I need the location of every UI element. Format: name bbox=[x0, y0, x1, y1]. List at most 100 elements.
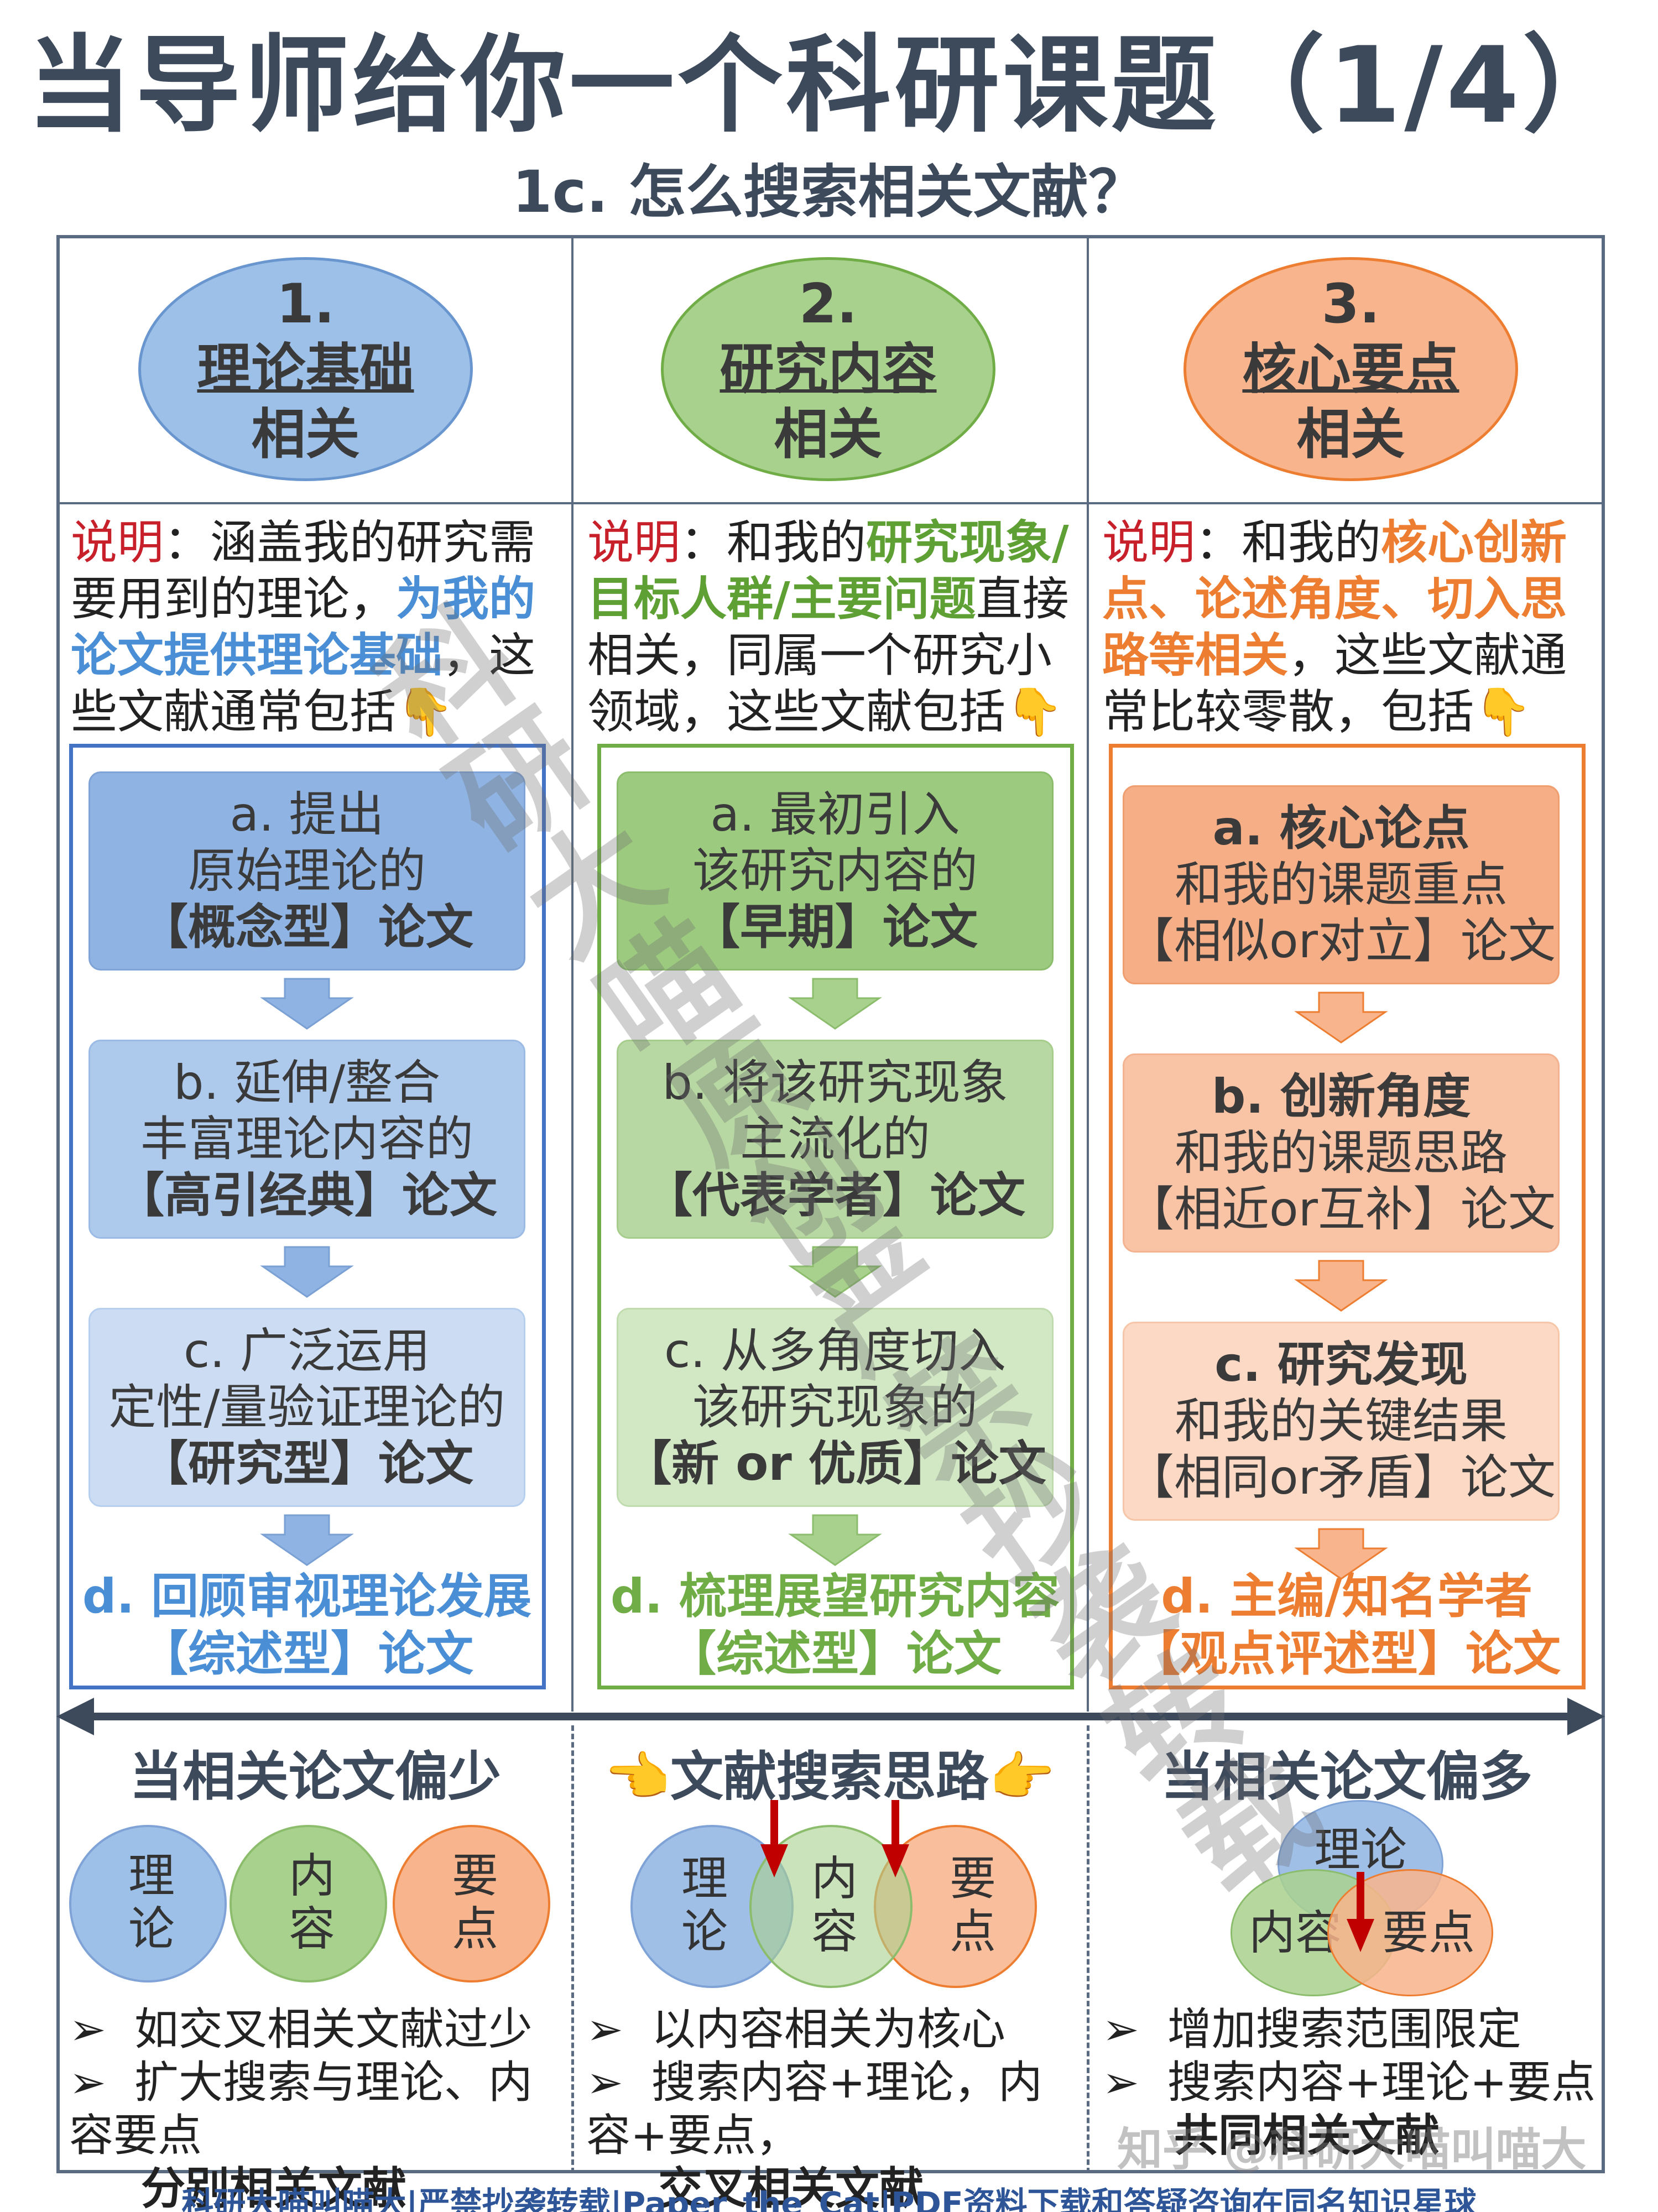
ellipse-suffix: 相关 bbox=[1296, 403, 1405, 466]
summary-line: d. 回顾审视理论发展 bbox=[82, 1569, 532, 1624]
item-content-b: b. 将该研究现象 主流化的 【代表学者】论文 bbox=[617, 1040, 1054, 1239]
item-theory-a: a. 提出 原始理论的 【概念型】论文 bbox=[88, 771, 525, 971]
ellipse-name: 研究内容 bbox=[719, 337, 937, 401]
item-type: 【研究型】论文 bbox=[140, 1436, 473, 1491]
ellipse-number: 1. bbox=[276, 272, 335, 336]
item-theory-b: b. 延伸/整合 丰富理论内容的 【高引经典】论文 bbox=[88, 1040, 525, 1239]
item-point-b: b. 创新角度 和我的课题思路 【相近or互补】论文 bbox=[1123, 1053, 1560, 1253]
panel-theory bbox=[69, 744, 546, 1689]
bullet-text: 搜索内容+理论，内容+要点， bbox=[586, 2057, 1042, 2161]
item-type: 【相似or对立】论文 bbox=[1127, 914, 1556, 969]
ellipse-name: 理论基础 bbox=[197, 337, 414, 401]
item-line: 该研究现象的 bbox=[692, 1380, 978, 1435]
ellipse-point: 3. 核心要点 相关 bbox=[1183, 257, 1518, 481]
bullet-text: 增加搜索范围限定 bbox=[1167, 2004, 1521, 2055]
page-title: 当导师给你一个科研课题（1/4） bbox=[27, 24, 1631, 147]
item-content-a: a. 最初引入 该研究内容的 【早期】论文 bbox=[617, 771, 1054, 971]
item-content-c: c. 从多角度切入 该研究现象的 【新 or 优质】论文 bbox=[617, 1308, 1054, 1507]
ellipse-number: 2. bbox=[799, 272, 858, 336]
description-theory: 说明：涵盖我的研究需要用到的理论，为我的论文提供理论基础，这些文献通常包括👇 bbox=[71, 514, 552, 740]
bullet-text-bold: 分别相关文献 bbox=[141, 2163, 406, 2212]
page-subtitle: 1c. 怎么搜索相关文献？ bbox=[512, 158, 1146, 226]
circle-label: 内容 bbox=[1249, 1906, 1342, 1960]
item-type: 【高引经典】论文 bbox=[117, 1168, 497, 1223]
bullet-item: ➢ 搜索内容+理论，内容+要点， bbox=[586, 2057, 1042, 2161]
heading-few-papers: 当相关论文偏少 bbox=[129, 1746, 501, 1808]
item-theory-c: c. 广泛运用 定性/量验证理论的 【研究型】论文 bbox=[88, 1308, 525, 1507]
item-line: 定性/量验证理论的 bbox=[108, 1380, 505, 1435]
item-line: b. 将该研究现象 bbox=[662, 1055, 1008, 1110]
item-type: 【概念型】论文 bbox=[140, 900, 473, 955]
circle-label: 理论 bbox=[121, 1850, 175, 1957]
panel-content bbox=[597, 744, 1074, 1689]
bullet-item: ➢ 扩大搜索与理论、内容要点 bbox=[69, 2057, 533, 2161]
desc-text: ，这些文献通常比较零散，包括👇 bbox=[1102, 628, 1567, 739]
summary-line: d. 梳理展望研究内容 bbox=[610, 1569, 1060, 1624]
summary-line: 【综述型】论文 bbox=[669, 1626, 1002, 1682]
circle-theory: 理论 bbox=[69, 1825, 227, 1983]
circle-label: 内容 bbox=[804, 1853, 858, 1960]
watermark-zhihu: 知乎 @科研大喵叫喵大 bbox=[1117, 2124, 1587, 2176]
heading-many-papers: 当相关论文偏多 bbox=[1161, 1746, 1532, 1808]
bullets-strategy: ➢ 以内容相关为核心 ➢ 搜索内容+理论，内容+要点， 交叉相关文献 bbox=[586, 2003, 1084, 2212]
desc-label: 说明 bbox=[1102, 515, 1196, 570]
main-frame bbox=[56, 235, 1605, 2173]
desc-highlight: 核心创新点、论述角度、切入思路等相关 bbox=[1102, 515, 1567, 682]
heading-search-strategy: 👈文献搜索思路👉 bbox=[604, 1746, 1055, 1808]
item-line: 主流化的 bbox=[740, 1112, 930, 1167]
bullet-item: ➢ 增加搜索范围限定 bbox=[1102, 2004, 1521, 2055]
bullet-item: ➢ 搜索内容+理论+要点 bbox=[1102, 2057, 1596, 2108]
summary-theory: d. 回顾审视理论发展 【综述型】论文 bbox=[72, 1568, 542, 1683]
row-divider-header bbox=[56, 502, 1605, 504]
circle-label: 理论 bbox=[674, 1853, 728, 1960]
desc-highlight: 研究现象/目标人群/主要问题 bbox=[587, 515, 1069, 626]
description-content: 说明：和我的研究现象/目标人群/主要问题直接相关，同属一个研究小领域，这些文献包… bbox=[587, 514, 1074, 740]
item-point-c: c. 研究发现 和我的关键结果 【相同or矛盾】论文 bbox=[1123, 1322, 1560, 1521]
ellipse-content: 2. 研究内容 相关 bbox=[661, 257, 995, 481]
circle-point: 要点 bbox=[393, 1825, 550, 1983]
summary-line: 【观点评述型】论文 bbox=[1133, 1626, 1561, 1682]
item-type: 【新 or 优质】论文 bbox=[624, 1436, 1046, 1491]
circle-label: 要点 bbox=[1381, 1906, 1475, 1960]
circle-label: 内容 bbox=[281, 1850, 336, 1957]
item-line: 和我的课题重点 bbox=[1175, 857, 1508, 912]
ellipse-suffix: 相关 bbox=[251, 403, 360, 466]
bullet-text: 以内容相关为核心 bbox=[651, 2004, 1005, 2055]
item-line: b. 创新角度 bbox=[1211, 1069, 1471, 1124]
item-line: a. 提出 bbox=[230, 787, 384, 842]
desc-text: ：和我的 bbox=[680, 515, 867, 570]
ellipse-number: 3. bbox=[1321, 272, 1380, 336]
item-line: c. 广泛运用 bbox=[184, 1323, 430, 1379]
item-line: c. 从多角度切入 bbox=[664, 1323, 1006, 1379]
item-point-a: a. 核心论点 和我的课题重点 【相似or对立】论文 bbox=[1123, 785, 1560, 984]
column-divider-dashed-2 bbox=[1087, 1725, 1089, 2173]
desc-text: ：和我的 bbox=[1195, 515, 1381, 570]
item-line: 该研究内容的 bbox=[692, 843, 978, 899]
item-line: 原始理论的 bbox=[188, 843, 426, 899]
venn-point: 要点 bbox=[1327, 1869, 1493, 1996]
bullet-text: 扩大搜索与理论、内容要点 bbox=[69, 2057, 533, 2161]
desc-text: 直接相关，同属一个研究小领域，这些文献包括👇 bbox=[587, 572, 1069, 739]
bullet-item: ➢ 如交叉相关文献过少 bbox=[69, 2004, 533, 2055]
item-line: 和我的关键结果 bbox=[1175, 1394, 1508, 1449]
bullet-text-bold: 共同相关文献 bbox=[1174, 2110, 1440, 2161]
item-type: 【相同or矛盾】论文 bbox=[1127, 1450, 1556, 1505]
circle-label: 理论 bbox=[1313, 1823, 1407, 1877]
item-type: 【相近or互补】论文 bbox=[1127, 1182, 1556, 1237]
ellipse-name: 核心要点 bbox=[1242, 337, 1459, 401]
bullets-few: ➢ 如交叉相关文献过少 ➢ 扩大搜索与理论、内容要点 分别相关文献 bbox=[69, 2003, 567, 2212]
bullets-many: ➢ 增加搜索范围限定 ➢ 搜索内容+理论+要点 共同相关文献 bbox=[1102, 2003, 1600, 2162]
item-line: a. 核心论点 bbox=[1212, 801, 1470, 856]
summary-line: 【综述型】论文 bbox=[140, 1626, 473, 1682]
ellipse-theory: 1. 理论基础 相关 bbox=[138, 257, 473, 481]
desc-text: ，这些文献通常包括👇 bbox=[71, 628, 536, 739]
bullet-text: 搜索内容+理论+要点 bbox=[1167, 2057, 1596, 2108]
item-line: 丰富理论内容的 bbox=[140, 1112, 473, 1167]
item-line: b. 延伸/整合 bbox=[173, 1055, 441, 1110]
item-line: c. 研究发现 bbox=[1214, 1337, 1468, 1392]
column-divider-2 bbox=[1087, 235, 1089, 1712]
item-type: 【代表学者】论文 bbox=[645, 1168, 1025, 1223]
desc-text: ：涵盖我的研究需要用到的理论， bbox=[71, 515, 536, 626]
item-line: a. 最初引入 bbox=[710, 787, 960, 842]
footer-text: 科研大喵叫喵大|严禁抄袭转载|Paper_the_Cat|PDF资料下载和答疑咨… bbox=[181, 2185, 1477, 2212]
